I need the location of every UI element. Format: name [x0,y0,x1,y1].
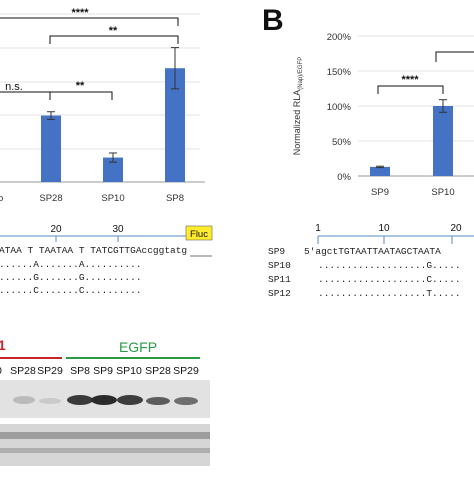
seq-b-seq-sp12: ...................T..... [318,288,461,299]
seq-b-ruler-10: 10 [378,223,390,234]
sequence-a: 20 30 Fluc ATAA T TAATAA T TATCGTTGAccgg… [0,224,213,296]
chart-a-sig-3: n.s. [5,81,23,93]
seq-b-name-sp9: SP9 [268,246,285,257]
bar-sp8 [165,68,185,182]
seq-b-name-sp12: SP12 [268,288,291,299]
chart-a-xtick-sp10: SP10 [101,193,124,204]
bar-sp28 [41,115,61,182]
chart-a-bracket-2 [49,35,179,44]
chart-a-sig-4: ** [76,80,85,92]
sequence-b: 1 10 20 SP9 5'agctTGTAATTAATAGCTAATA SP1… [268,223,474,299]
chart-b-ytick: 50% [332,137,352,148]
chart-a-xtick-sp28: SP28 [39,193,62,204]
bar-sp10 [103,157,123,182]
blot-image-bottom [0,424,210,466]
chart-a-bracket-1 [0,17,179,26]
chart-a-bracket-4 [49,91,113,100]
band [117,395,143,405]
seq-b-name-sp11: SP11 [268,274,291,285]
seq-a-line-3: ......G.......G.......... [0,272,142,283]
chart-b-bracket-1 [377,85,444,94]
bar-sp9 [370,166,390,176]
seq-b-seq-sp9: 5'agctTGTAATTAATAGCTAATA [304,246,441,257]
blot-lane-partial: 0 [0,365,2,377]
band [39,398,61,404]
seq-b-name-sp10: SP10 [268,260,291,271]
band [91,395,117,405]
chart-a-sig-2: ** [109,25,118,37]
seq-a-ruler-20: 20 [50,224,62,235]
seq-a-line-4: ......C.......C.......... [0,285,142,296]
chart-b-xtick-sp9: SP9 [371,187,389,198]
chart-b-ytick: 0% [337,172,351,183]
band [0,448,210,453]
band [146,397,170,405]
blot-lane-nap1-sp28: SP28 [10,365,36,377]
chart-b-bracket-partial [435,51,474,62]
western-blot: 1 EGFP 0 SP28 SP29 SP8 SP9 SP10 SP28 SP2… [0,337,210,466]
panel-b-label: B [262,4,284,37]
seq-a-line-2: ......A.......A.......... [0,259,142,270]
seq-b-ruler-20: 20 [450,223,462,234]
bar-sp10 [433,106,453,176]
chart-b-ytick: 150% [327,67,352,78]
blot-group-egfp: EGFP [119,339,157,355]
chart-a-sig-1: **** [71,7,89,19]
chart-b-sig-1: **** [401,74,419,86]
blot-lane-egfp-sp8: SP8 [70,365,90,377]
chart-b-ylabel: Normalized RLA(Nap)/EGFP [292,57,304,156]
band [174,397,198,405]
chart-b-ytick: 100% [327,102,352,113]
seq-b-ruler-1: 1 [315,223,321,234]
fluc-label: Fluc [190,229,208,240]
blot-lane-nap1-sp29: SP29 [37,365,63,377]
fluc-box [185,225,213,241]
chart-b-ytick: 200% [327,32,352,43]
seq-a-line-1: ATAA T TAATAA T TATCGTTGAccggtatg [0,245,187,256]
seq-b-seq-sp10: ...................G..... [318,260,461,271]
chart-b-xtick-sp10: SP10 [431,187,454,198]
chart-a-partial-tick: o [0,193,3,204]
blot-lane-egfp-sp29: SP29 [173,365,199,377]
blot-group-nap1: 1 [0,337,6,353]
blot-lane-egfp-sp9: SP9 [93,365,113,377]
seq-b-seq-sp11: ...................C..... [318,274,461,285]
chart-a: **** ** n.s. ** o SP28 SP10 SP8 [0,7,205,204]
chart-a-xtick-sp8: SP8 [166,193,184,204]
blot-lane-egfp-sp28: SP28 [145,365,171,377]
band [13,396,35,404]
chart-b: 200% 150% 100% 50% 0% Normalized RLA(Nap… [292,32,474,198]
band [0,432,210,439]
seq-a-ruler-30: 30 [112,224,124,235]
band [67,395,93,405]
chart-a-bracket-3 [0,91,51,100]
blot-lane-egfp-sp10: SP10 [116,365,142,377]
